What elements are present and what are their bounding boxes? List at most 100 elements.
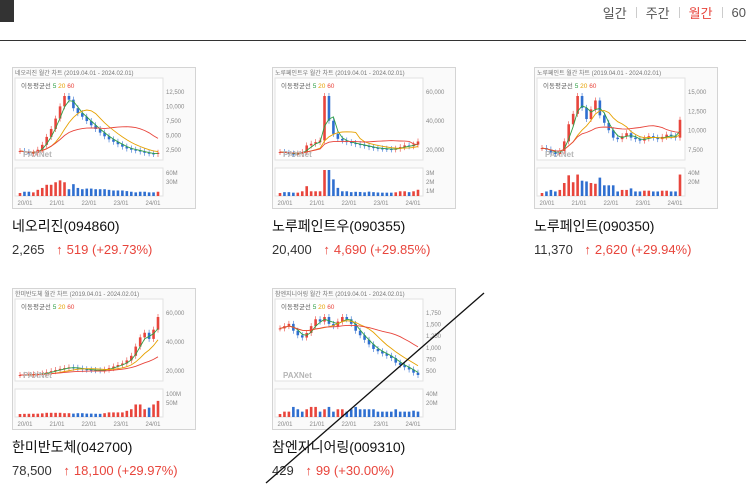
volume-bar — [300, 411, 304, 417]
stock-name[interactable]: 노루페인트(090350) — [534, 218, 655, 234]
candle — [49, 371, 53, 373]
volume-bar — [85, 413, 89, 417]
change-value: 519 — [66, 242, 89, 257]
paxnet-watermark: PAXNet — [545, 150, 574, 159]
paxnet-watermark: PAXNet — [23, 371, 52, 380]
chart-caption: 노루페인트우 월간 차트 (2019.04.01 - 2024.02.01) — [275, 69, 405, 77]
tab-60[interactable]: 60 — [731, 4, 746, 20]
volume-bar — [336, 187, 340, 196]
ma20-label: 20 — [318, 304, 327, 311]
volume-bar — [287, 192, 291, 196]
change-percent: (+29.94%) — [631, 242, 692, 257]
x-tick-label: 20/01 — [277, 201, 293, 207]
volume-bar — [381, 411, 384, 417]
volume-bar — [398, 411, 402, 417]
stock-change: ↑ 2,620 (+29.94%) — [584, 242, 691, 257]
volume-plot-area — [274, 167, 424, 197]
ma5-label: 5 — [53, 83, 58, 90]
volume-bar — [125, 410, 129, 417]
volume-bar — [103, 413, 106, 417]
volume-tick-label: 20M — [688, 180, 700, 186]
volume-bar — [349, 192, 353, 196]
candle — [358, 144, 362, 146]
volume-bar — [309, 406, 313, 417]
ma20-label: 20 — [58, 83, 67, 90]
candle — [129, 148, 133, 150]
stock-chart-thumbnail[interactable]: 한미반도체 월간 차트 (2019.04.01 - 2024.02.01) 이동평… — [12, 288, 196, 430]
volume-bar — [625, 189, 628, 196]
ma5-label: 5 — [575, 83, 580, 90]
chart-caption: 네오리진 월간 차트 (2019.04.01 - 2024.02.01) — [15, 69, 134, 77]
volume-bar — [98, 413, 102, 417]
x-tick-label: 23/01 — [113, 201, 129, 207]
candle — [607, 122, 611, 131]
volume-bar — [67, 413, 71, 417]
candle — [27, 152, 31, 154]
volume-bar — [116, 412, 120, 417]
ma20-label: 20 — [58, 304, 67, 311]
ma-legend: 이동평균선 5 20 60 — [21, 81, 75, 90]
volume-bar — [112, 190, 115, 196]
volume-bar — [49, 412, 53, 417]
corner-tab[interactable] — [0, 0, 14, 22]
stock-quote: 11,370 ↑ 2,620 (+29.94%) — [534, 242, 724, 257]
volume-tick-label: 50M — [166, 401, 178, 407]
stock-chart-thumbnail[interactable]: 노루페인트 월간 차트 (2019.04.01 - 2024.02.01) 이동평… — [534, 67, 718, 209]
candle — [598, 100, 602, 116]
stock-name[interactable]: 한미반도체(042700) — [12, 439, 133, 455]
stock-change: ↑ 4,690 (+29.85%) — [323, 242, 430, 257]
volume-bar — [389, 411, 393, 417]
candle — [125, 360, 129, 364]
stock-chart-thumbnail[interactable]: 참엔지니어링 월간 차트 (2019.04.01 - 2024.02.01) 이동… — [272, 288, 456, 430]
tab-monthly[interactable]: 월간 — [688, 5, 713, 21]
ma-legend: 이동평균선 5 20 60 — [281, 81, 335, 90]
volume-bar — [278, 193, 282, 196]
y-tick-label: 60,000 — [166, 311, 185, 317]
stock-name[interactable]: 노루페인트우(090355) — [272, 218, 406, 234]
x-tick-label: 23/01 — [373, 422, 389, 428]
candle — [678, 119, 682, 138]
y-tick-label: 500 — [426, 369, 437, 375]
tab-divider — [721, 6, 723, 18]
x-tick-label: 21/01 — [49, 422, 65, 428]
volume-bar — [660, 190, 664, 196]
stock-chart-thumbnail[interactable]: 노루페인트우 월간 차트 (2019.04.01 - 2024.02.01) 이동… — [272, 67, 456, 209]
volume-bar — [571, 182, 575, 196]
volume-tick-label: 30M — [166, 180, 178, 186]
candle — [336, 133, 340, 139]
volume-bar — [32, 413, 35, 417]
volume-bar — [300, 191, 304, 196]
tab-weekly[interactable]: 주간 — [645, 5, 670, 21]
stock-quote: 20,400 ↑ 4,690 (+29.85%) — [272, 242, 462, 257]
volume-bar — [607, 185, 611, 196]
candle — [36, 149, 40, 153]
stock-name[interactable]: 네오리진(094860) — [12, 218, 120, 234]
volume-plot-area — [14, 167, 164, 197]
volume-bar — [103, 189, 106, 196]
stock-name[interactable]: 참엔지니어링(009310) — [272, 439, 406, 455]
volume-bar — [634, 191, 637, 196]
y-tick-label: 7,500 — [688, 148, 704, 154]
stock-quote: 429 ↑ 99 (+30.00%) — [272, 463, 462, 478]
x-tick-label: 24/01 — [145, 422, 161, 428]
candle — [300, 335, 304, 338]
tab-daily[interactable]: 일간 — [602, 5, 627, 21]
volume-bar — [27, 413, 31, 417]
x-tick-label: 23/01 — [373, 201, 389, 207]
candle — [332, 120, 335, 134]
price-plot-area — [536, 77, 686, 161]
volume-bar — [367, 191, 371, 196]
y-tick-label: 1,750 — [426, 311, 442, 317]
up-arrow-icon: ↑ — [56, 242, 63, 257]
candle — [634, 137, 637, 140]
volume-bar — [72, 184, 75, 196]
x-tick-label: 22/01 — [81, 422, 97, 428]
candle — [107, 136, 111, 140]
volume-bar — [318, 411, 322, 417]
x-tick-label: 22/01 — [341, 422, 357, 428]
stock-chart-thumbnail[interactable]: 네오리진 월간 차트 (2019.04.01 - 2024.02.01) 이동평균… — [12, 67, 196, 209]
monthly-chart: 참엔지니어링 월간 차트 (2019.04.01 - 2024.02.01) 이동… — [274, 290, 442, 428]
chart-caption: 한미반도체 월간 차트 (2019.04.01 - 2024.02.01) — [15, 290, 139, 298]
candle — [416, 141, 420, 145]
candle — [389, 149, 393, 151]
